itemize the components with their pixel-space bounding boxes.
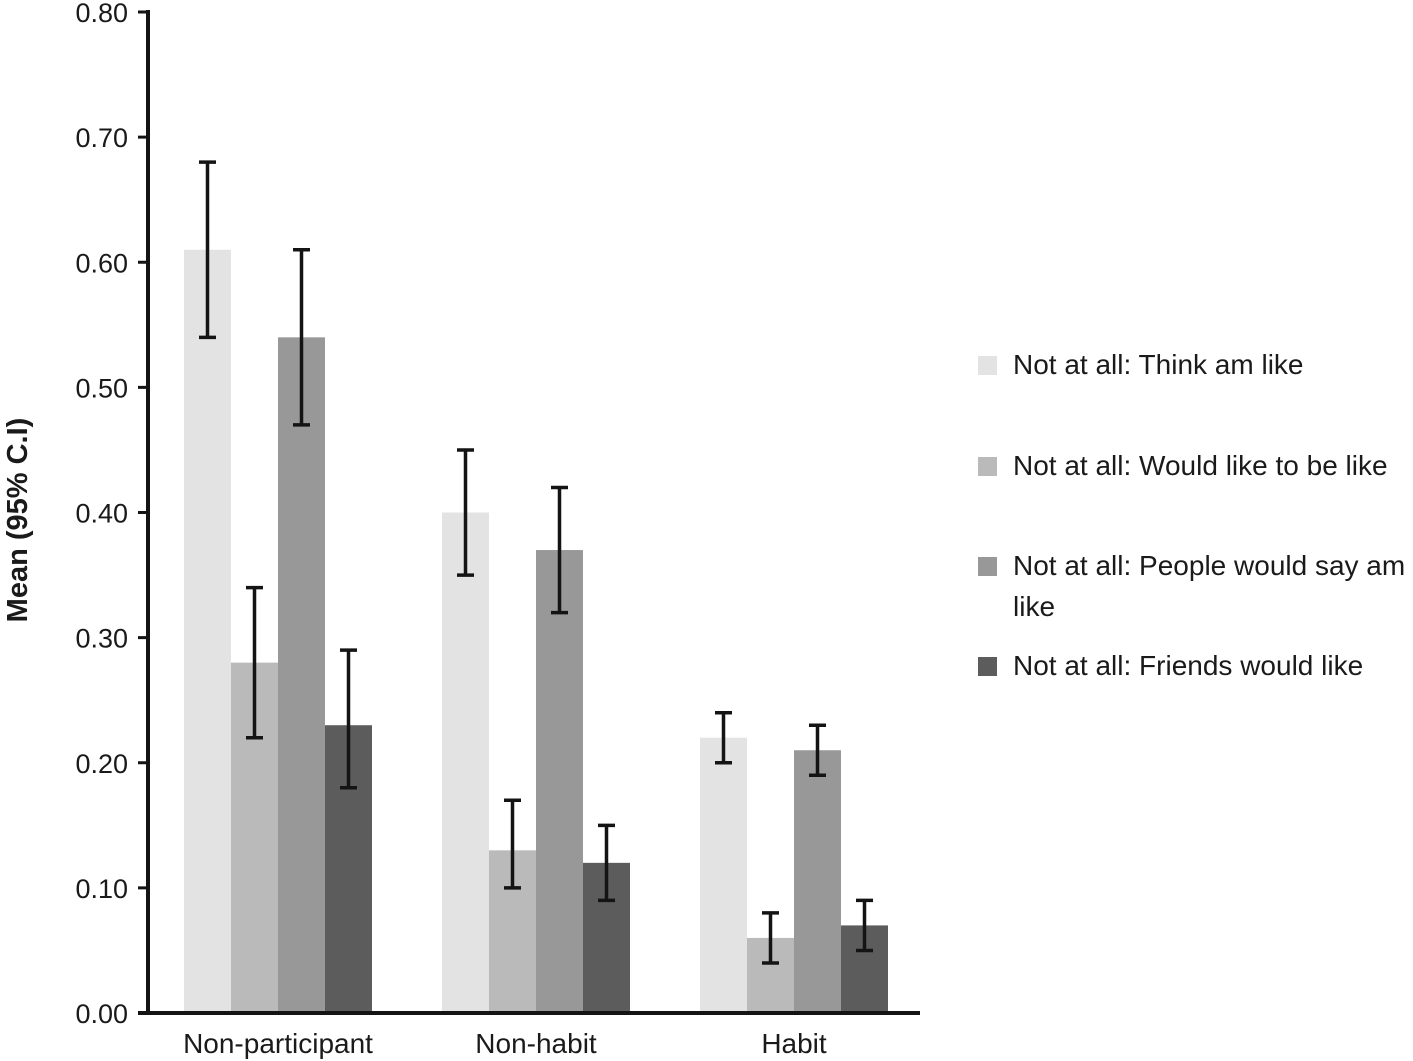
y-tick-label: 0.00: [75, 999, 128, 1029]
y-tick-label: 0.30: [75, 624, 128, 654]
legend-item-think-am-like: Not at all: Think am like: [978, 344, 1413, 385]
legend-item-people-would-say: Not at all: People would say am like: [978, 545, 1413, 627]
legend-label: Not at all: Friends would like: [1013, 650, 1364, 681]
x-category-label: Non-habit: [475, 1028, 597, 1059]
legend-label: Not at all: Would like to be like: [1013, 450, 1388, 481]
legend-item-friends-would-like: Not at all: Friends would like: [978, 645, 1413, 686]
y-axis-label: Mean (95% C.I): [2, 418, 34, 623]
x-category-labels: Non-participant Non-habit Habit: [183, 1028, 827, 1059]
bar: [278, 337, 325, 1013]
y-tick-label: 0.40: [75, 499, 128, 529]
y-tick-label: 0.20: [75, 749, 128, 779]
legend-swatch: [978, 557, 997, 576]
bars-group: [184, 249, 888, 1014]
bar: [536, 550, 583, 1013]
y-axis-title: Mean (95% C.I): [2, 418, 34, 623]
y-ticks-group: 0.00 0.10 0.20 0.30 0.40 0.50 0.60 0.70 0.80: [75, 0, 148, 1029]
legend-swatch: [978, 657, 997, 676]
y-tick-label: 0.50: [75, 373, 128, 403]
x-category-label: Habit: [761, 1028, 827, 1059]
y-tick-label: 0.10: [75, 874, 128, 904]
bar: [442, 512, 489, 1013]
y-tick-label: 0.60: [75, 248, 128, 278]
bar: [184, 249, 231, 1014]
legend-swatch: [978, 457, 997, 476]
error-bars-group: [199, 160, 873, 965]
y-tick-label: 0.80: [75, 0, 128, 28]
legend-label: Not at all: Think am like: [1013, 349, 1304, 380]
legend-label: Not at all: People would say am like: [1013, 550, 1406, 622]
y-tick-label: 0.70: [75, 123, 128, 153]
bar: [700, 737, 747, 1013]
legend-item-would-like-to-be-like: Not at all: Would like to be like: [978, 445, 1393, 486]
x-category-label: Non-participant: [183, 1028, 373, 1059]
bar: [794, 750, 841, 1013]
legend-swatch: [978, 356, 997, 375]
